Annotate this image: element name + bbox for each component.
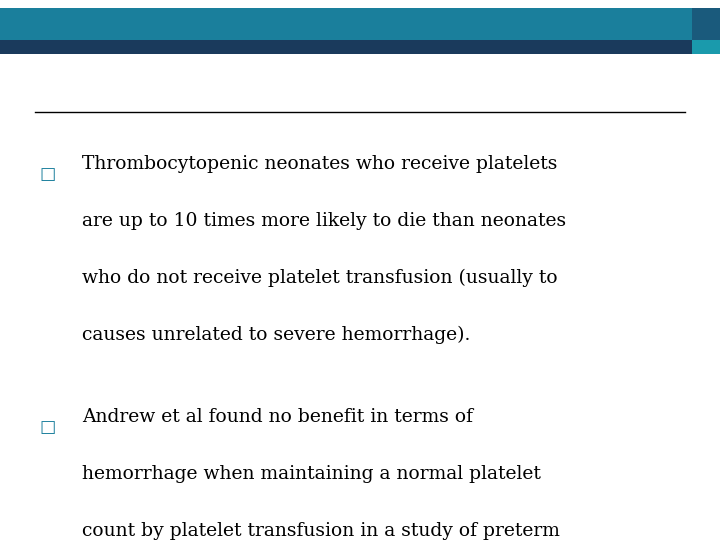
Text: causes unrelated to severe hemorrhage).: causes unrelated to severe hemorrhage). xyxy=(82,326,470,345)
Bar xyxy=(692,40,720,54)
Text: Andrew et al found no benefit in terms of: Andrew et al found no benefit in terms o… xyxy=(82,408,473,426)
Text: are up to 10 times more likely to die than neonates: are up to 10 times more likely to die th… xyxy=(82,212,566,230)
Text: count by platelet transfusion in a study of preterm: count by platelet transfusion in a study… xyxy=(82,522,560,540)
Bar xyxy=(0,40,720,54)
Text: Thrombocytopenic neonates who receive platelets: Thrombocytopenic neonates who receive pl… xyxy=(82,155,557,173)
Text: □: □ xyxy=(40,418,56,436)
Bar xyxy=(692,8,720,40)
Bar xyxy=(0,8,720,40)
Text: □: □ xyxy=(40,165,56,183)
Text: who do not receive platelet transfusion (usually to: who do not receive platelet transfusion … xyxy=(82,269,557,287)
Text: hemorrhage when maintaining a normal platelet: hemorrhage when maintaining a normal pla… xyxy=(82,465,541,483)
